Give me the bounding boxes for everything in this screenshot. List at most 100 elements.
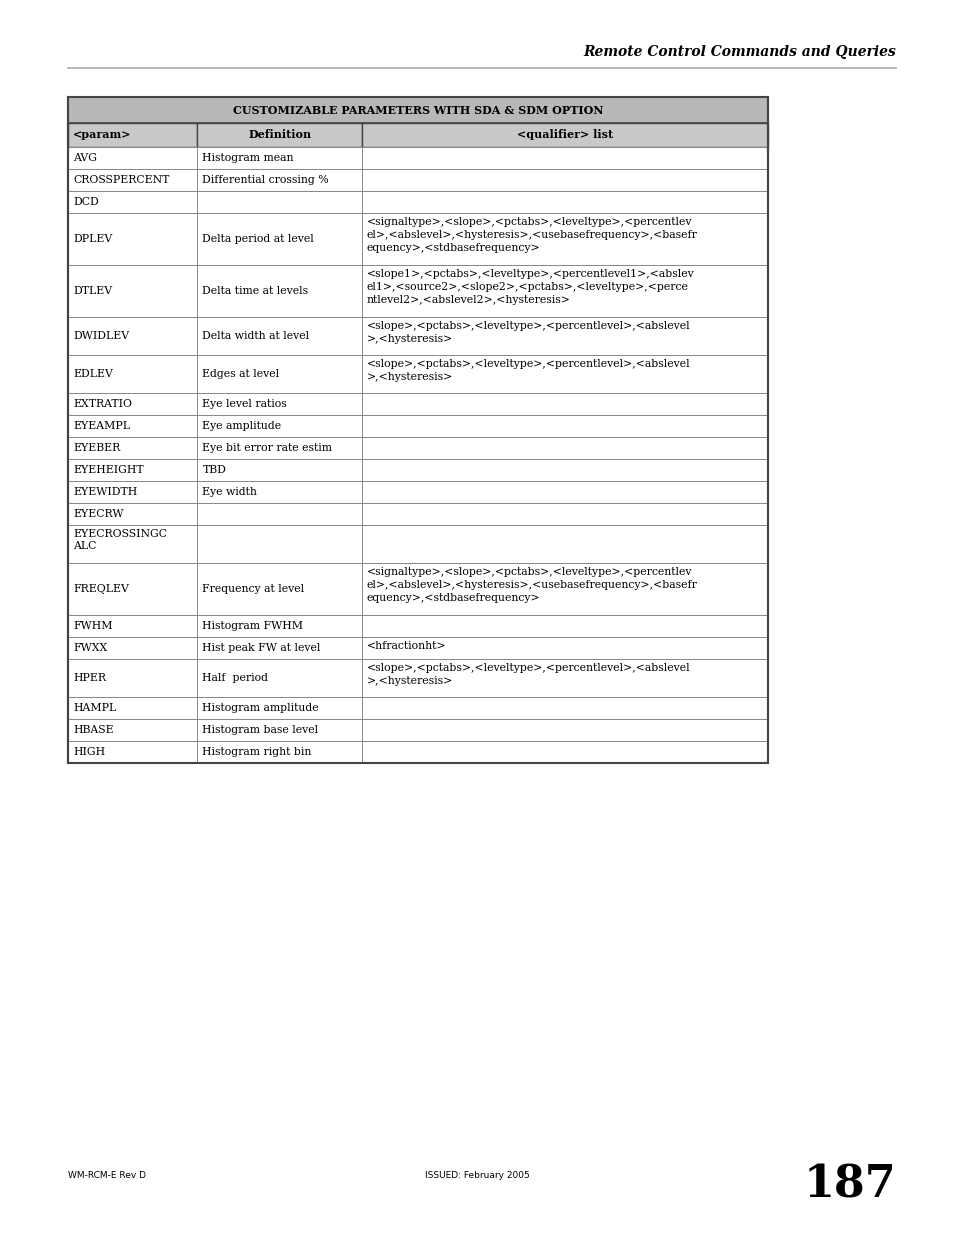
Text: CROSSPERCENT: CROSSPERCENT [73, 175, 170, 185]
Bar [197, 563, 361, 615]
Bar [197, 437, 361, 459]
Text: Histogram amplitude: Histogram amplitude [202, 703, 319, 713]
Text: ISSUED: February 2005: ISSUED: February 2005 [424, 1171, 529, 1179]
Text: Definition: Definition [248, 130, 311, 141]
Bar [361, 503, 767, 525]
Text: Histogram FWHM: Histogram FWHM [202, 621, 303, 631]
Bar [197, 393, 361, 415]
Bar [361, 480, 767, 503]
Bar [68, 124, 197, 147]
Text: <signaltype>,<slope>,<pctabs>,<leveltype>,<percentlev
el>,<abslevel>,<hysteresis: <signaltype>,<slope>,<pctabs>,<leveltype… [367, 217, 698, 253]
Bar [361, 124, 767, 147]
Bar [361, 169, 767, 191]
Bar [197, 169, 361, 191]
Text: FREQLEV: FREQLEV [73, 584, 129, 594]
Bar [197, 415, 361, 437]
Text: <signaltype>,<slope>,<pctabs>,<leveltype>,<percentlev
el>,<abslevel>,<hysteresis: <signaltype>,<slope>,<pctabs>,<leveltype… [367, 567, 698, 603]
Bar [361, 615, 767, 637]
Bar [68, 719, 197, 741]
Bar [68, 480, 197, 503]
Text: Histogram mean: Histogram mean [202, 153, 294, 163]
Bar [361, 459, 767, 480]
Text: HIGH: HIGH [73, 747, 105, 757]
Bar [68, 637, 197, 659]
Bar [68, 503, 197, 525]
Text: Half  period: Half period [202, 673, 268, 683]
Bar [361, 266, 767, 317]
Bar [361, 415, 767, 437]
Bar [197, 191, 361, 212]
Text: DPLEV: DPLEV [73, 233, 112, 245]
Bar [68, 697, 197, 719]
Bar [68, 266, 197, 317]
Text: HAMPL: HAMPL [73, 703, 116, 713]
Text: EXTRATIO: EXTRATIO [73, 399, 132, 409]
Bar [361, 437, 767, 459]
Text: <param>: <param> [73, 130, 132, 141]
Bar [361, 525, 767, 563]
Text: EYECROSSINGC
ALC: EYECROSSINGC ALC [73, 529, 167, 551]
Text: HPER: HPER [73, 673, 106, 683]
Text: EYEBER: EYEBER [73, 443, 120, 453]
Bar [68, 741, 197, 763]
Text: EYEAMPL: EYEAMPL [73, 421, 130, 431]
Bar [197, 147, 361, 169]
Bar [68, 169, 197, 191]
Text: Remote Control Commands and Queries: Remote Control Commands and Queries [582, 44, 895, 59]
Bar [68, 147, 197, 169]
Bar [197, 212, 361, 266]
Bar [68, 317, 197, 354]
Bar [361, 563, 767, 615]
Text: Eye width: Eye width [202, 487, 257, 496]
Bar [197, 659, 361, 697]
Text: <slope>,<pctabs>,<leveltype>,<percentlevel>,<abslevel
>,<hysteresis>: <slope>,<pctabs>,<leveltype>,<percentlev… [367, 359, 690, 382]
Text: DWIDLEV: DWIDLEV [73, 331, 129, 341]
Text: FWXX: FWXX [73, 643, 107, 653]
Bar [197, 124, 361, 147]
Bar [68, 191, 197, 212]
Bar [361, 697, 767, 719]
Bar [361, 147, 767, 169]
Bar [197, 637, 361, 659]
Bar [197, 459, 361, 480]
Bar [361, 719, 767, 741]
Bar [68, 459, 197, 480]
Text: Delta width at level: Delta width at level [202, 331, 310, 341]
Bar [68, 437, 197, 459]
Text: AVG: AVG [73, 153, 97, 163]
Text: <qualifier> list: <qualifier> list [517, 130, 613, 141]
Bar [68, 659, 197, 697]
Text: <hfractionht>: <hfractionht> [367, 641, 446, 651]
Bar [361, 212, 767, 266]
Bar [68, 98, 767, 124]
Text: Histogram base level: Histogram base level [202, 725, 318, 735]
Text: EDLEV: EDLEV [73, 369, 112, 379]
Text: EYECRW: EYECRW [73, 509, 123, 519]
Text: Histogram right bin: Histogram right bin [202, 747, 312, 757]
Text: Differential crossing %: Differential crossing % [202, 175, 329, 185]
Text: TBD: TBD [202, 466, 226, 475]
Text: Delta period at level: Delta period at level [202, 233, 314, 245]
Text: HBASE: HBASE [73, 725, 113, 735]
Text: Edges at level: Edges at level [202, 369, 279, 379]
Bar [361, 354, 767, 393]
Bar [197, 719, 361, 741]
Text: DCD: DCD [73, 198, 99, 207]
Text: WM-RCM-E Rev D: WM-RCM-E Rev D [68, 1171, 146, 1179]
Bar [68, 415, 197, 437]
Text: EYEWIDTH: EYEWIDTH [73, 487, 137, 496]
Text: CUSTOMIZABLE PARAMETERS WITH SDA & SDM OPTION: CUSTOMIZABLE PARAMETERS WITH SDA & SDM O… [233, 105, 602, 116]
Bar [197, 615, 361, 637]
Bar [197, 266, 361, 317]
Text: Eye level ratios: Eye level ratios [202, 399, 287, 409]
Bar [361, 637, 767, 659]
Bar [197, 480, 361, 503]
Bar [197, 525, 361, 563]
Text: 187: 187 [802, 1163, 895, 1207]
Text: Delta time at levels: Delta time at levels [202, 287, 309, 296]
Text: DTLEV: DTLEV [73, 287, 112, 296]
Bar [361, 191, 767, 212]
Bar [361, 317, 767, 354]
Text: <slope>,<pctabs>,<leveltype>,<percentlevel>,<abslevel
>,<hysteresis>: <slope>,<pctabs>,<leveltype>,<percentlev… [367, 663, 690, 685]
Bar [68, 98, 767, 763]
